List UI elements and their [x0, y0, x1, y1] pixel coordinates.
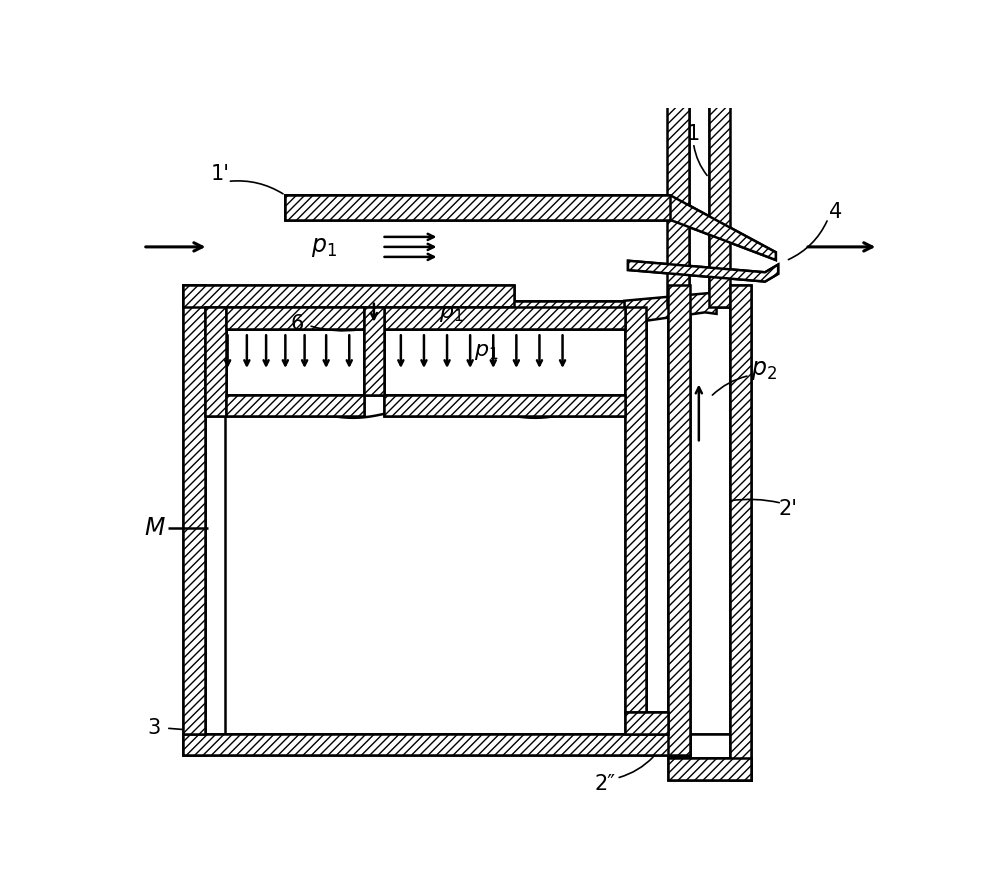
Polygon shape [625, 712, 668, 734]
Text: $p_1$: $p_1$ [439, 304, 463, 323]
Text: $M$: $M$ [144, 516, 165, 540]
Polygon shape [205, 307, 226, 417]
Polygon shape [183, 286, 514, 307]
Polygon shape [625, 307, 646, 712]
Polygon shape [285, 195, 670, 220]
Polygon shape [226, 307, 364, 329]
Polygon shape [285, 195, 776, 260]
Polygon shape [668, 286, 690, 755]
Polygon shape [205, 307, 668, 734]
Polygon shape [384, 307, 625, 329]
Polygon shape [205, 307, 226, 417]
Polygon shape [183, 734, 690, 755]
Polygon shape [709, 0, 730, 307]
Polygon shape [384, 395, 625, 417]
Text: 4: 4 [829, 202, 843, 222]
Polygon shape [668, 286, 690, 755]
Polygon shape [364, 323, 384, 328]
Polygon shape [646, 307, 668, 712]
Polygon shape [364, 307, 384, 395]
Text: $p_2$: $p_2$ [751, 358, 777, 382]
Polygon shape [668, 758, 751, 780]
Polygon shape [628, 261, 778, 281]
Text: 2″: 2″ [594, 773, 615, 794]
Polygon shape [226, 395, 364, 417]
Polygon shape [384, 395, 625, 417]
Polygon shape [668, 307, 730, 734]
Polygon shape [667, 0, 689, 307]
Polygon shape [730, 286, 751, 780]
Polygon shape [668, 734, 730, 758]
Polygon shape [226, 395, 364, 417]
Polygon shape [668, 758, 751, 780]
Polygon shape [625, 307, 646, 712]
Polygon shape [183, 286, 205, 755]
Text: $p_1$: $p_1$ [311, 235, 337, 259]
Polygon shape [205, 301, 624, 323]
Polygon shape [730, 286, 751, 780]
Text: 3: 3 [148, 718, 161, 738]
Polygon shape [384, 329, 625, 395]
Polygon shape [205, 301, 624, 323]
Polygon shape [625, 712, 668, 734]
Text: 6: 6 [290, 314, 304, 334]
Polygon shape [689, 0, 709, 307]
Polygon shape [183, 734, 690, 755]
Text: $p_1$: $p_1$ [474, 341, 499, 362]
Polygon shape [628, 261, 778, 281]
Text: 2': 2' [779, 499, 798, 519]
Text: 1': 1' [210, 164, 229, 184]
Polygon shape [225, 410, 626, 734]
Polygon shape [364, 307, 384, 395]
Polygon shape [624, 293, 717, 323]
Polygon shape [285, 195, 670, 220]
Polygon shape [285, 195, 776, 260]
Polygon shape [384, 307, 625, 329]
Polygon shape [183, 286, 205, 734]
Polygon shape [205, 301, 624, 323]
Polygon shape [226, 307, 364, 329]
Polygon shape [226, 329, 364, 395]
Polygon shape [183, 286, 514, 307]
Text: 1: 1 [687, 124, 700, 143]
